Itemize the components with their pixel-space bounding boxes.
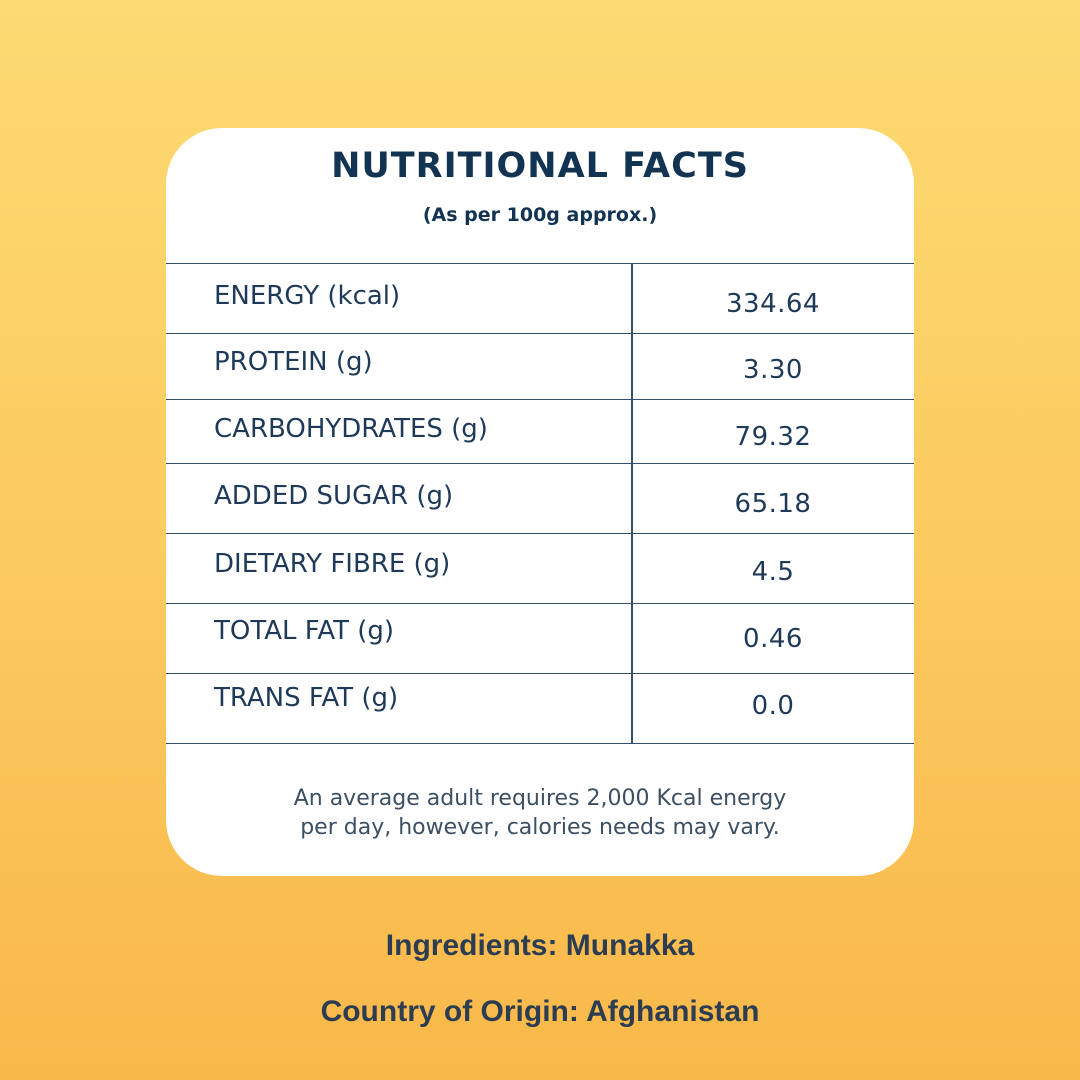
row-value: 65.18 <box>734 489 812 519</box>
nutrition-title: NUTRITIONAL FACTS <box>331 146 749 186</box>
row-label: ADDED SUGAR (g) <box>214 481 454 511</box>
energy-note: An average adult requires 2,000 Kcal ene… <box>0 784 1080 842</box>
row-value: 79.32 <box>734 422 812 452</box>
row-label: PROTEIN (g) <box>214 347 373 377</box>
nutrition-card <box>166 128 914 876</box>
row-value: 334.64 <box>726 289 820 319</box>
row-label: TOTAL FAT (g) <box>214 616 395 646</box>
energy-note-line2: per day, however, calories needs may var… <box>300 815 780 840</box>
table-row-added-sugar: ADDED SUGAR (g) 65.18 <box>166 464 914 534</box>
ingredients-text: Ingredients: Munakka <box>385 929 695 962</box>
row-value: 3.30 <box>743 355 803 385</box>
table-row-total-fat: TOTAL FAT (g) 0.46 <box>166 604 914 674</box>
row-label: TRANS FAT (g) <box>214 683 399 713</box>
nutrition-subtitle: (As per 100g approx.) <box>422 204 658 226</box>
row-label: ENERGY (kcal) <box>214 281 401 311</box>
energy-note-line1: An average adult requires 2,000 Kcal ene… <box>293 786 787 811</box>
nutrition-table: ENERGY (kcal) 334.64 PROTEIN (g) 3.30 CA… <box>166 263 914 744</box>
table-row-protein: PROTEIN (g) 3.30 <box>166 334 914 400</box>
row-value: 0.0 <box>751 691 795 721</box>
table-row-energy: ENERGY (kcal) 334.64 <box>166 264 914 334</box>
row-label: CARBOHYDRATES (g) <box>214 414 488 444</box>
country-of-origin-text: Country of Origin: Afghanistan <box>320 995 760 1028</box>
table-row-trans-fat: TRANS FAT (g) 0.0 <box>166 674 914 744</box>
row-value: 0.46 <box>743 624 803 654</box>
row-value: 4.5 <box>751 557 795 587</box>
table-row-dietary-fibre: DIETARY FIBRE (g) 4.5 <box>166 534 914 604</box>
column-divider <box>631 264 633 743</box>
table-row-carbohydrates: CARBOHYDRATES (g) 79.32 <box>166 400 914 464</box>
row-label: DIETARY FIBRE (g) <box>214 549 451 579</box>
